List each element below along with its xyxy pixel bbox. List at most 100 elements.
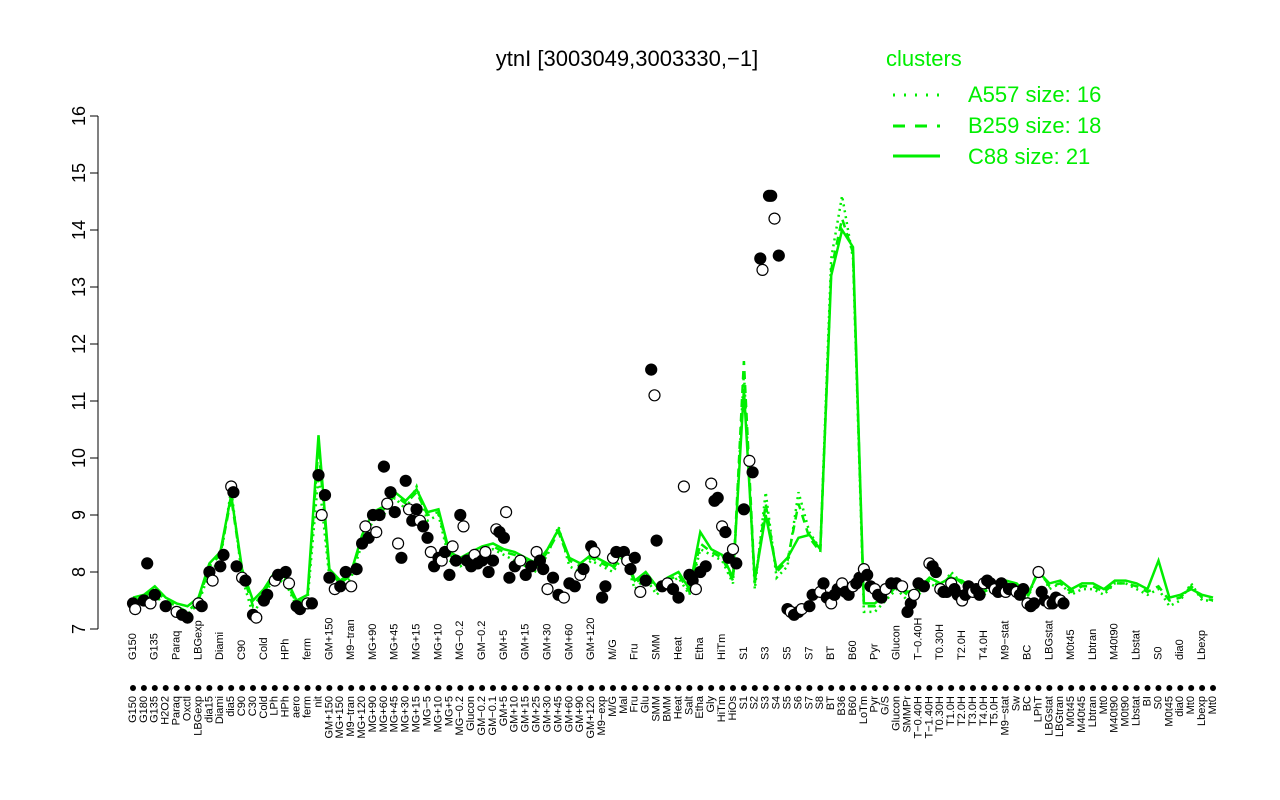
x-tick-label: LPhT [1032,696,1044,723]
data-point [377,460,390,473]
data-point [537,562,550,576]
data-point [449,554,462,567]
x-tick-mark [599,685,606,691]
x-axis: G150G150G180G135G135H2O2ParaqParaqOxctlL… [127,617,1219,738]
x-top-label: LBGexp [192,620,204,660]
x-top-label: Lbexp [1196,630,1208,660]
x-tick-label: T−0.40H [912,696,924,739]
x-tick-label: MG+30 [400,696,412,732]
x-top-label: MG−0.2 [454,621,466,660]
x-tick-label: GM−0.2 [476,696,488,735]
x-tick-mark [402,685,409,691]
x-tick-mark [1166,685,1173,691]
x-tick-label: GM+5 [498,696,510,726]
data-point [421,531,434,544]
x-tick-mark [228,685,235,691]
y-tick-label: 11 [69,392,89,411]
x-top-label: Pyr [869,643,881,660]
data-point [628,551,641,564]
x-tick-label: S3 [760,696,772,709]
x-tick-label: GM+15 [520,696,532,732]
x-tick-label: Glu [640,696,652,713]
x-tick-mark [555,685,562,691]
data-point [672,591,685,604]
x-top-label: S7 [803,647,815,660]
x-tick-label: Salt [683,696,695,715]
x-tick-label: G150 [127,696,139,723]
x-tick-label: G/S [880,696,892,715]
x-tick-label: LBGexp [192,696,204,736]
data-point [334,580,347,593]
x-tick-label: M0t45 [1163,696,1175,727]
x-tick-label: T1.0H [945,696,957,726]
y-tick-label: 7 [69,624,89,634]
data-point [711,491,724,504]
x-top-label: S0 [1152,647,1164,660]
x-tick-label: S0 [1152,696,1164,709]
x-tick-label: ferm [301,696,313,718]
x-tick-label: MG+120 [356,696,368,739]
x-tick-mark [1002,685,1009,691]
x-tick-mark [817,685,824,691]
x-top-label: MG+45 [389,624,401,660]
x-top-label: Fru [629,644,641,661]
x-tick-label: GM+10 [509,696,521,732]
data-point [599,580,612,593]
x-tick-label: SMM [651,696,663,722]
legend: clusters A557 size: 16 B259 size: 18 C88… [886,46,1101,169]
x-tick-label: Lbstat [1131,696,1143,726]
data-point [373,508,386,522]
x-tick-label: M0t45 [1065,696,1077,727]
x-tick-label: T5.0H [989,696,1001,726]
x-top-label: M0t45 [1065,629,1077,660]
data-point [129,602,142,616]
x-tick-label: S6 [792,696,804,709]
x-tick-label: LBGtran [1054,696,1066,737]
x-tick-label: T0.30H [934,696,946,732]
x-tick-mark [391,685,398,691]
data-point [525,560,538,573]
data-point [479,545,492,559]
x-tick-label: GM+45 [552,696,564,732]
x-top-label: BC [1021,645,1033,660]
x-tick-label: M40t45 [1076,696,1088,733]
x-tick-mark [1046,685,1053,691]
data-point [497,531,510,544]
series-line [132,213,1214,614]
data-point [588,545,601,559]
x-tick-mark [424,685,431,691]
data-point [705,477,718,490]
x-tick-mark [904,685,911,691]
y-tick-label: 10 [69,448,89,468]
x-tick-mark [1024,685,1031,691]
x-tick-label: S4 [771,696,783,709]
x-tick-mark [948,685,955,691]
x-tick-mark [577,685,584,691]
x-tick-mark [1122,685,1129,691]
y-tick-label: 9 [69,510,89,520]
data-point [648,389,661,402]
x-tick-mark [533,685,540,691]
data-point [250,611,263,624]
x-tick-mark [1100,685,1107,691]
data-point [557,591,571,604]
y-tick-label: 14 [69,220,89,240]
x-tick-mark [850,685,856,691]
x-top-label: GM+150 [323,618,335,661]
x-tick-label: C90 [236,696,248,716]
x-tick-label: M9−exp [596,696,608,735]
x-tick-mark [1035,685,1042,691]
x-tick-label: Glucon [465,696,477,731]
x-tick-label: HPh [280,696,292,717]
x-tick-label: B36 [836,696,848,716]
x-top-label: GM+60 [563,624,575,660]
data-point [395,551,408,564]
x-tick-mark [1013,685,1020,691]
x-tick-label: S5 [781,696,793,709]
x-tick-label: BMM [661,696,673,722]
x-tick-label: GM+90 [574,696,586,732]
x-tick-mark [784,685,791,691]
x-tick-label: Mt0 [1185,696,1197,714]
x-tick-mark [730,685,736,691]
x-tick-mark [544,685,551,691]
